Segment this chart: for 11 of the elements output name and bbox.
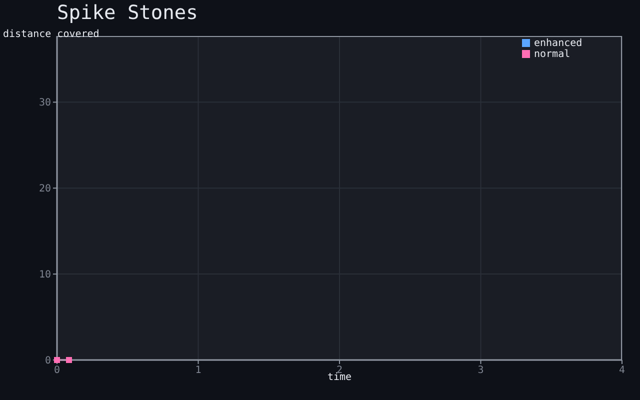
y-tick-label: 30: [38, 98, 51, 109]
x-tick-label: 3: [478, 365, 484, 376]
chart-title: Spike Stones: [57, 1, 198, 25]
y-tick-label: 20: [38, 184, 51, 195]
y-tick-label: 10: [38, 270, 51, 281]
legend-label: enhanced: [534, 38, 582, 49]
x-tick-label: 1: [195, 365, 202, 376]
x-tick-label: 4: [618, 365, 626, 376]
y-tick-label: 0: [44, 356, 51, 367]
x-tick-label: 0: [54, 365, 60, 376]
legend-label: normal: [534, 49, 570, 60]
